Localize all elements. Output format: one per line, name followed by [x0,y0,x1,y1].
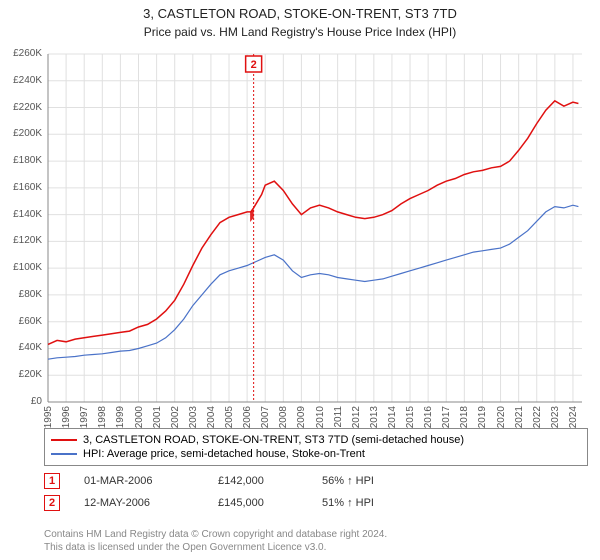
legend: 3, CASTLETON ROAD, STOKE-ON-TRENT, ST3 7… [44,428,588,466]
x-tick-label: 2020 [496,406,507,428]
x-tick-label: 2000 [134,406,145,428]
x-tick-label: 1995 [43,406,54,428]
x-tick-label: 2018 [459,406,470,428]
footer-line1: Contains HM Land Registry data © Crown c… [44,528,387,541]
x-tick-label: 2023 [550,406,561,428]
x-tick-label: 2011 [333,406,344,428]
x-tick-label: 2010 [315,406,326,428]
y-tick-label: £180K [2,155,42,166]
y-tick-label: £240K [2,75,42,86]
y-tick-label: £80K [2,289,42,300]
chart-container: 3, CASTLETON ROAD, STOKE-ON-TRENT, ST3 7… [0,0,600,560]
x-tick-label: 2014 [387,406,398,428]
y-tick-label: £120K [2,235,42,246]
x-tick-label: 2017 [441,406,452,428]
x-tick-label: 2001 [152,406,163,428]
chart-area: 2 [44,50,588,420]
y-tick-label: £20K [2,369,42,380]
marker-price: £145,000 [218,497,298,509]
marker-table: 1 01-MAR-2006 £142,000 56% ↑ HPI 2 12-MA… [44,470,412,514]
x-tick-label: 2015 [405,406,416,428]
x-tick-label: 2019 [477,406,488,428]
y-tick-label: £200K [2,128,42,139]
x-tick-label: 2003 [188,406,199,428]
legend-row: 3, CASTLETON ROAD, STOKE-ON-TRENT, ST3 7… [51,433,581,447]
y-tick-label: £160K [2,182,42,193]
marker-date: 12-MAY-2006 [84,497,194,509]
x-tick-label: 2009 [296,406,307,428]
x-tick-label: 2002 [170,406,181,428]
y-tick-label: £220K [2,102,42,113]
marker-table-row: 2 12-MAY-2006 £145,000 51% ↑ HPI [44,492,412,514]
y-tick-label: £40K [2,342,42,353]
x-tick-label: 2005 [224,406,235,428]
x-tick-label: 2024 [568,406,579,428]
x-tick-label: 1997 [79,406,90,428]
marker-number-box: 1 [44,473,60,489]
x-tick-label: 1999 [115,406,126,428]
legend-row: HPI: Average price, semi-detached house,… [51,447,581,461]
marker-number-box: 2 [44,495,60,511]
x-tick-label: 2004 [206,406,217,428]
x-tick-label: 2013 [369,406,380,428]
marker-date: 01-MAR-2006 [84,475,194,487]
svg-text:2: 2 [251,59,257,71]
marker-table-row: 1 01-MAR-2006 £142,000 56% ↑ HPI [44,470,412,492]
x-tick-label: 1998 [97,406,108,428]
y-tick-label: £140K [2,209,42,220]
marker-price: £142,000 [218,475,298,487]
chart-title: 3, CASTLETON ROAD, STOKE-ON-TRENT, ST3 7… [0,0,600,21]
x-tick-label: 2006 [242,406,253,428]
x-tick-label: 2012 [351,406,362,428]
x-tick-label: 2007 [260,406,271,428]
marker-pct: 51% ↑ HPI [322,497,412,509]
legend-swatch [51,453,77,455]
x-tick-label: 1996 [61,406,72,428]
marker-pct: 56% ↑ HPI [322,475,412,487]
chart-svg: 2 [44,50,588,420]
y-tick-label: £60K [2,316,42,327]
y-tick-label: £0 [2,396,42,407]
footer-attribution: Contains HM Land Registry data © Crown c… [44,528,387,554]
legend-label: 3, CASTLETON ROAD, STOKE-ON-TRENT, ST3 7… [83,434,464,446]
footer-line2: This data is licensed under the Open Gov… [44,541,387,554]
x-tick-label: 2016 [423,406,434,428]
x-tick-label: 2022 [532,406,543,428]
y-tick-label: £260K [2,48,42,59]
x-tick-label: 2021 [514,406,525,428]
legend-label: HPI: Average price, semi-detached house,… [83,448,365,460]
legend-swatch [51,439,77,441]
chart-subtitle: Price paid vs. HM Land Registry's House … [0,21,600,39]
y-tick-label: £100K [2,262,42,273]
x-tick-label: 2008 [278,406,289,428]
